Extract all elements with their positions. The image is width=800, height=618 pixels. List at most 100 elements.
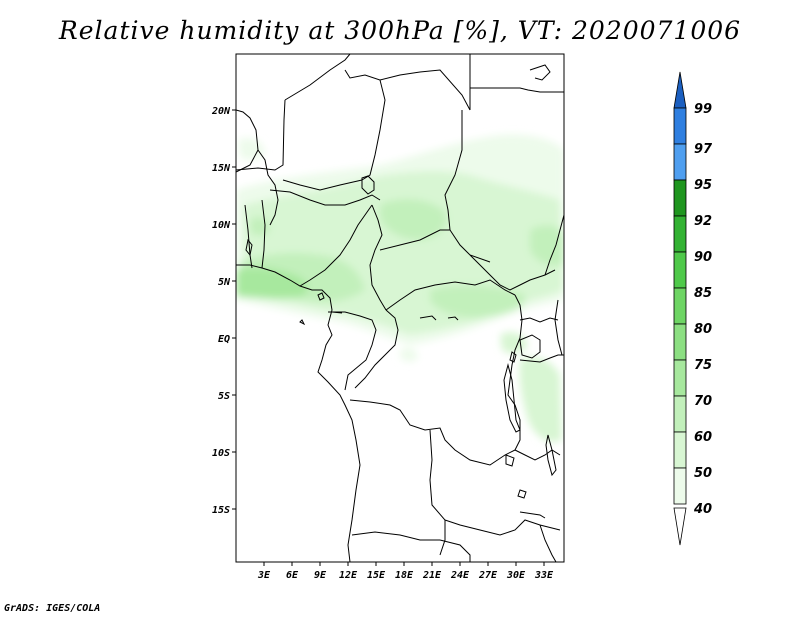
lon-tick-label: 27E	[478, 570, 498, 581]
border-chad-sudan	[444, 110, 491, 263]
humidity-region-patch-uganda	[500, 331, 528, 354]
colorbar	[673, 71, 687, 546]
country-borders	[236, 54, 564, 562]
border-nigeria-benin	[261, 199, 266, 269]
border-niger-libya	[379, 69, 471, 111]
lake-kariba	[519, 511, 546, 519]
lat-tick-label: 15N	[212, 163, 231, 174]
border-mauritania-mali	[236, 99, 286, 171]
border-niger-algeria	[344, 69, 386, 181]
colorbar-label: 60	[694, 430, 712, 445]
border-senegal-mali	[257, 149, 279, 226]
border-car-south	[385, 279, 516, 311]
lake-chad	[361, 175, 375, 195]
lon-tick-label: 9E	[314, 570, 327, 581]
border-car-chad	[379, 229, 450, 251]
colorbar-swatch-75-80	[673, 323, 687, 361]
border-algeria-mali	[284, 54, 351, 101]
colorbar-label: 75	[694, 358, 712, 373]
lake-mweru	[505, 454, 515, 467]
lon-tick-label: 30E	[506, 570, 526, 581]
border-chad-cameroon	[369, 204, 387, 311]
lon-tick-label: 6E	[286, 570, 299, 581]
colorbar-label: 85	[694, 286, 712, 301]
colorbar-swatch-60-70	[673, 395, 687, 433]
border-zambia-south	[444, 519, 561, 536]
border-south-sudan	[469, 254, 556, 291]
colorbar-swatch-50-60	[673, 431, 687, 469]
colorbar-swatch-80-85	[673, 287, 687, 325]
humidity-region-far-east	[530, 225, 564, 266]
humidity-region-patch-north	[238, 138, 265, 160]
lake-congo-2	[447, 316, 459, 321]
lake-tanganyika	[503, 363, 521, 433]
colorbar-label: 90	[694, 250, 712, 265]
border-mozambique	[539, 524, 557, 562]
colorbar-label: 70	[694, 394, 712, 409]
lake-victoria	[519, 334, 541, 359]
border-congo-drc	[354, 309, 399, 389]
colorbar-swatch-85-90	[673, 251, 687, 289]
humidity-region-rift	[519, 356, 562, 442]
humidity-region-center	[380, 199, 447, 240]
border-drc-east	[507, 294, 523, 451]
border-sudan-ethiopia	[544, 214, 564, 276]
grads-credit: GrADS: IGES/COLA	[4, 603, 101, 614]
border-angola-namibia	[351, 531, 440, 541]
colorbar-swatch-92-95	[673, 179, 687, 217]
border-nigeria-cameroon	[299, 204, 373, 287]
coastline-gulf-guinea	[236, 264, 361, 562]
lakes	[245, 64, 557, 519]
lat-tick-label: 10S	[212, 448, 230, 459]
lon-tick-label: 18E	[395, 570, 414, 581]
lat-tick-label: 15S	[212, 505, 230, 516]
border-gabon-cm	[328, 311, 343, 314]
colorbar-arrow-top	[673, 71, 687, 109]
border-zambia-tanzania	[514, 449, 561, 461]
lake-congo-1	[419, 315, 437, 321]
lat-tick-label: EQ	[218, 334, 230, 345]
colorbar-label: 40	[693, 502, 712, 517]
border-drc-angola	[349, 399, 516, 466]
lon-tick-label: 3E	[257, 570, 271, 581]
border-tanzania-north	[519, 354, 564, 363]
humidity-region-east	[430, 285, 526, 318]
colorbar-label: 95	[694, 178, 712, 193]
colorbar-arrow-bottom	[673, 507, 687, 546]
lake-malawi	[545, 434, 557, 477]
lon-tick-label: 33E	[534, 570, 554, 581]
map-frame	[235, 53, 565, 563]
colorbar-swatch-40-50	[673, 467, 687, 505]
colorbar-labels: 40 50 60 70 75 80 85 90 92 95 97 99	[693, 102, 713, 517]
colorbar-label: 97	[694, 142, 713, 157]
border-mali-niger	[282, 179, 363, 191]
lat-axis: 20N 15N 10N 5N EQ 5S 10S 15S	[211, 106, 236, 516]
lake-bangweulu	[517, 489, 527, 499]
border-ghana-togo	[244, 204, 253, 269]
humidity-region-coast	[236, 267, 308, 299]
colorbar-label: 92	[694, 214, 712, 229]
border-drc-uganda	[519, 317, 559, 323]
island-saotome	[299, 319, 306, 326]
colorbar-label: 80	[694, 322, 712, 337]
border-egypt-sudan	[470, 87, 564, 93]
lake-volta	[245, 238, 253, 257]
lon-tick-label: 21E	[422, 570, 442, 581]
colorbar-swatch-95-97	[673, 143, 687, 181]
colorbar-swatch-97-99	[673, 107, 687, 145]
lake-kivu	[509, 351, 517, 363]
humidity-region-patch-lake	[400, 347, 418, 362]
border-kenya	[554, 299, 563, 356]
colorbar-label: 50	[694, 466, 712, 481]
lat-tick-label: 5N	[218, 277, 231, 288]
border-congo-gabon	[332, 311, 377, 391]
lon-tick-label: 24E	[450, 570, 470, 581]
border-namibia-botswana	[439, 539, 471, 562]
humidity-field	[236, 134, 564, 442]
chart-title: Relative humidity at 300hPa [%], VT: 202…	[58, 16, 742, 45]
coast-horn	[529, 64, 551, 81]
lon-tick-label: 15E	[367, 570, 386, 581]
lat-tick-label: 5S	[218, 391, 230, 402]
colorbar-swatch-90-92	[673, 215, 687, 253]
